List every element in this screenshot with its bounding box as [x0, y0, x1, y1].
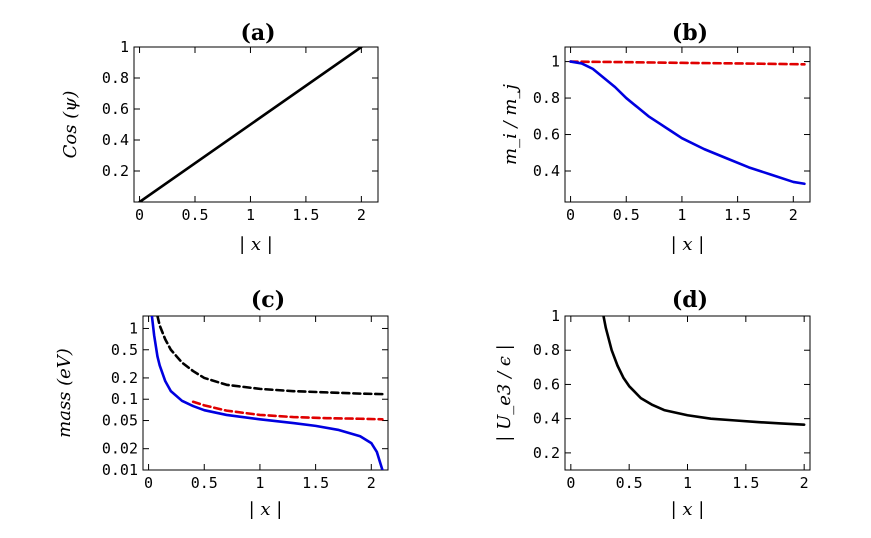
y-tick-label: 0.8 — [533, 341, 560, 359]
x-tick-label: 1.5 — [724, 206, 751, 224]
y-tick-label: 0.2 — [533, 444, 560, 462]
x-tick-label: 1 — [255, 474, 264, 492]
x-tick-label: 2 — [357, 206, 366, 224]
series-group — [569, 60, 806, 186]
x-tick-label: 1.5 — [302, 474, 329, 492]
y-axis-label: m_i / m_j — [500, 84, 521, 165]
plot-frame — [133, 46, 379, 203]
x-tick-label: 2 — [789, 206, 798, 224]
x-tick-label: 0.5 — [191, 474, 218, 492]
y-axis-label: mass (eV) — [54, 348, 75, 438]
x-tick-label: 0 — [135, 206, 144, 224]
series-line-1 — [156, 316, 384, 396]
y-tick-label: 0.8 — [533, 89, 560, 107]
y-tick-label: 0.1 — [111, 390, 138, 408]
y-axis-label: | U_e3 / ϵ | — [494, 344, 515, 441]
y-tick-label: 0.6 — [533, 126, 560, 144]
plot-frame — [564, 46, 811, 203]
panel-4: (d) 0 0.5 1 1.5 2 0.2 0.4 0.6 0.8 1 | x | | U_e3 / ϵ… — [494, 287, 811, 520]
y-tick-label: 0.2 — [102, 162, 129, 180]
panel-title: (b) — [672, 20, 708, 46]
y-tick-label: 1 — [551, 53, 560, 71]
y-tick-label: 0.01 — [102, 461, 138, 479]
x-tick-label: 0 — [566, 474, 575, 492]
x-tick-label: 1 — [246, 206, 255, 224]
y-axis-label: Cos (ψ) — [60, 91, 81, 159]
series-line-1 — [569, 60, 806, 66]
panel-2: (b) 0 0.5 1 1.5 2 0.4 0.6 0.8 1 | x | m_i / m_j — [500, 20, 811, 255]
y-tick-label: 0.4 — [102, 131, 129, 149]
y-tick-label: 1 — [129, 319, 138, 337]
series-line-3 — [150, 316, 384, 470]
series-line-2 — [569, 60, 806, 186]
series-group — [150, 316, 384, 470]
y-tick-label: 0.8 — [102, 69, 129, 87]
x-axis-label: | x | — [671, 234, 705, 255]
panel-title: (d) — [672, 287, 708, 313]
x-tick-label: 0 — [144, 474, 153, 492]
panel-title: (c) — [251, 287, 285, 313]
y-tick-label: 0.4 — [533, 162, 560, 180]
x-tick-label: 2 — [367, 474, 376, 492]
x-tick-label: 0 — [566, 206, 575, 224]
y-tick-label: 0.6 — [102, 100, 129, 118]
x-tick-label: 1 — [677, 206, 686, 224]
x-tick-label: 0.5 — [613, 206, 640, 224]
x-tick-label: 2 — [800, 474, 809, 492]
y-tick-label: 0.5 — [111, 341, 138, 359]
x-axis-label: | x | — [671, 499, 705, 520]
series-group — [602, 316, 806, 426]
plot-frame — [564, 315, 811, 471]
y-tick-label: 1 — [551, 307, 560, 325]
x-axis-label: | x | — [239, 234, 273, 255]
x-tick-label: 0.5 — [181, 206, 208, 224]
x-tick-label: 1.5 — [292, 206, 319, 224]
y-tick-label: 0.2 — [111, 369, 138, 387]
series-line-1 — [138, 47, 363, 202]
x-axis-label: | x | — [249, 499, 283, 520]
series-line-2 — [191, 400, 384, 421]
series-line-1 — [602, 316, 806, 426]
y-tick-label: 0.02 — [102, 440, 138, 458]
y-tick-label: 0.4 — [533, 410, 560, 428]
x-tick-label: 1 — [683, 474, 692, 492]
y-tick-label: 1 — [120, 38, 129, 56]
plot-frame — [142, 315, 389, 471]
y-tick-label: 0.05 — [102, 412, 138, 430]
y-tick-label: 0.6 — [533, 375, 560, 393]
x-tick-label: 1.5 — [732, 474, 759, 492]
panel-1: (a) 0 0.5 1 1.5 2 0.2 0.4 0.6 0.8 1 | x | Cos (ψ) — [60, 20, 379, 255]
panel-title: (a) — [240, 20, 275, 46]
x-tick-label: 0.5 — [616, 474, 643, 492]
panel-3: (c) 0 0.5 1 1.5 2 0.01 0.02 0.05 0.1 0.2 0.5 1 | x | m… — [54, 287, 389, 520]
series-group — [138, 47, 363, 202]
